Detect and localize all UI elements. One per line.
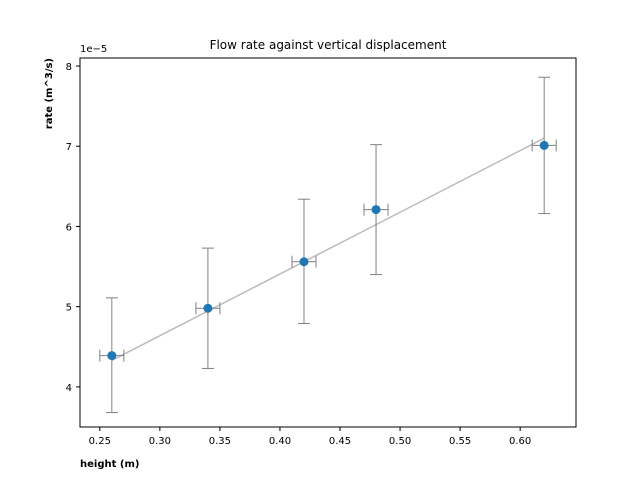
x-tick-label: 0.25 [89,436,111,447]
y-axis-title: rate (m^3/s) [44,58,55,129]
y-tick-label: 5 [66,303,72,314]
data-point [371,205,381,215]
data-point [299,257,309,267]
x-tick-label: 0.30 [149,436,171,447]
x-tick-label: 0.35 [209,436,231,447]
x-tick-label: 0.50 [389,436,411,447]
data-point-layer [107,140,549,361]
data-point [203,303,213,313]
error-bar-layer [99,76,557,414]
x-tick-label: 0.55 [449,436,471,447]
y-offset-label: 1e−5 [80,44,107,55]
data-point [539,140,549,150]
chart-title: Flow rate against vertical displacement [210,38,447,52]
fit-line [111,137,545,362]
y-axis: 4 5 6 7 8 [66,62,80,394]
y-tick-label: 7 [66,142,72,153]
x-tick-label: 0.40 [269,436,291,447]
data-point [107,351,117,361]
y-tick-label: 8 [66,62,72,73]
fit-line-layer [111,137,545,362]
x-tick-label: 0.45 [329,436,351,447]
x-tick-label: 0.60 [509,436,531,447]
y-tick-label: 4 [66,383,72,394]
x-axis: 0.25 0.30 0.35 0.40 0.45 0.50 0.55 0.60 [89,427,531,447]
plot-frame [79,57,577,428]
x-axis-title: height (m) [80,459,139,470]
y-tick-label: 6 [66,222,72,233]
